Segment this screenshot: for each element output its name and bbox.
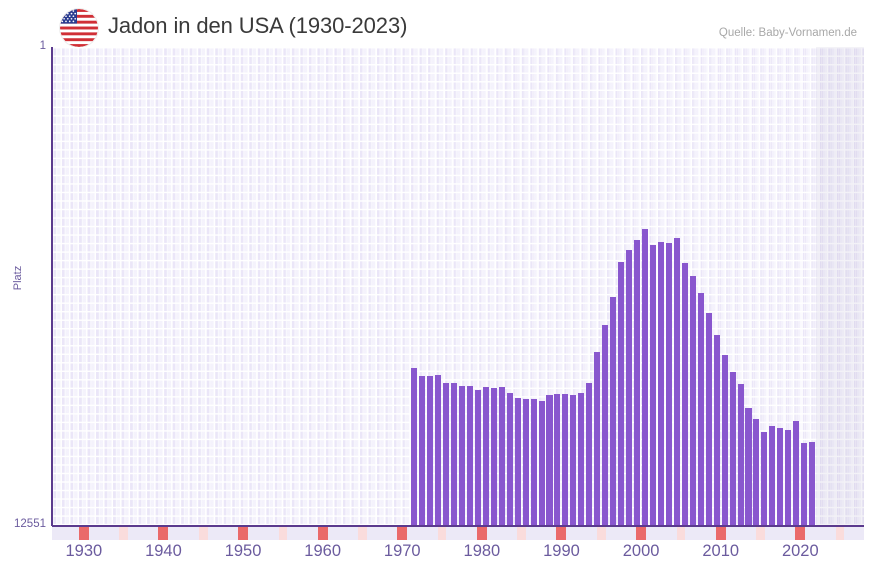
bar (705, 313, 712, 525)
bar (657, 242, 664, 525)
bar (538, 401, 545, 525)
page-title: Jadon in den USA (1930-2023) (108, 13, 408, 38)
x-tick-major (158, 527, 169, 540)
chart-header: Jadon in den USA (1930-2023) Quelle: Bab… (0, 0, 873, 47)
x-tick-minor (119, 527, 128, 540)
x-tick-major (397, 527, 408, 540)
x-tick-minor (199, 527, 208, 540)
bar (530, 399, 537, 525)
x-axis-tick-band (52, 527, 864, 540)
bar (514, 398, 521, 525)
x-tick-label: 1970 (383, 542, 421, 560)
bar (490, 388, 497, 525)
bar (785, 430, 792, 525)
bar (546, 395, 553, 525)
no-data-shaded-band (816, 47, 864, 525)
chart-plot-area (52, 47, 864, 525)
x-tick-minor (756, 527, 765, 540)
x-axis-line (52, 525, 864, 527)
x-tick-label: 2010 (702, 542, 740, 560)
x-tick-label: 1990 (543, 542, 580, 560)
x-tick-minor (517, 527, 526, 540)
bar (713, 335, 720, 525)
x-tick-major (476, 527, 487, 540)
bar (442, 383, 450, 525)
bar (618, 262, 625, 525)
bar (793, 421, 800, 525)
us-flag-icon (60, 9, 98, 47)
bar (570, 395, 577, 525)
bar (801, 443, 808, 525)
x-tick-major (715, 527, 726, 540)
x-tick-label: 2000 (622, 542, 660, 560)
x-tick-minor (278, 527, 288, 540)
bar (419, 376, 426, 525)
bar (435, 375, 442, 525)
x-tick-major (556, 527, 567, 540)
bar (761, 432, 768, 525)
bar (753, 419, 760, 525)
x-tick-label: 1930 (65, 542, 103, 560)
x-tick-major (78, 527, 89, 540)
bar (769, 426, 776, 525)
bar (649, 245, 656, 525)
bar (729, 372, 736, 525)
x-tick-label: 2020 (781, 542, 819, 560)
bar (602, 325, 609, 525)
bar (562, 394, 569, 525)
bar (554, 394, 561, 525)
bar (777, 428, 784, 525)
x-tick-major (317, 527, 328, 540)
bar (411, 368, 418, 525)
bar (458, 386, 465, 525)
y-tick-label-bottom: 12551 (14, 518, 46, 530)
chart-gridlines (52, 47, 864, 525)
x-tick-minor (676, 527, 686, 540)
bar (673, 238, 680, 525)
x-tick-label: 1980 (463, 542, 501, 560)
bar (634, 240, 641, 525)
source-attribution: Quelle: Baby-Vornamen.de (718, 27, 857, 39)
bar (594, 352, 601, 525)
bar (522, 399, 529, 525)
bar (809, 442, 816, 525)
bar (642, 229, 649, 525)
x-tick-minor (597, 527, 606, 540)
bar (427, 376, 434, 525)
bar (721, 355, 728, 525)
bar (498, 387, 505, 525)
bar (482, 387, 489, 525)
x-tick-major (238, 527, 249, 540)
bar (450, 383, 457, 525)
x-tick-minor (358, 527, 367, 540)
x-tick-label: 1940 (145, 542, 182, 560)
bar (474, 390, 481, 525)
bar (626, 250, 633, 525)
x-tick-major (795, 527, 806, 540)
y-tick-label-top: 1 (39, 40, 46, 52)
x-tick-label: 1950 (224, 542, 262, 560)
x-tick-label: 1960 (304, 542, 342, 560)
bar (578, 393, 585, 525)
x-tick-minor (437, 527, 447, 540)
bar (610, 297, 617, 525)
bar (466, 386, 473, 525)
y-axis-line (51, 47, 53, 526)
bar (697, 293, 704, 525)
x-tick-major (636, 527, 647, 540)
bar-series-platz (52, 47, 864, 525)
y-axis-title: Platz (12, 265, 24, 291)
x-tick-minor (835, 527, 845, 540)
bar (681, 263, 688, 525)
bar (586, 383, 593, 525)
bar (745, 408, 752, 525)
bar (506, 393, 513, 525)
bar (737, 384, 744, 525)
bar (665, 243, 672, 525)
bar (689, 276, 696, 525)
